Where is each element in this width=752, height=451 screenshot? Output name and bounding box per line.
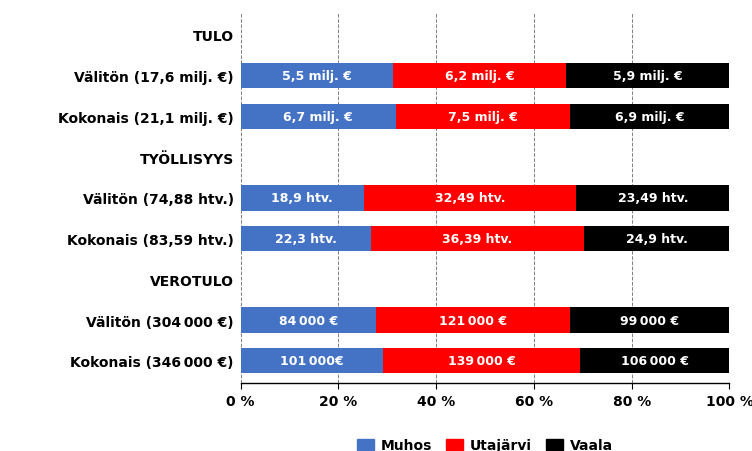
Bar — [364, 186, 576, 211]
Bar — [241, 308, 376, 333]
Bar — [241, 226, 371, 252]
Text: 23,49 htv.: 23,49 htv. — [617, 192, 688, 205]
Text: 84 000 €: 84 000 € — [278, 314, 338, 327]
Bar — [569, 105, 729, 130]
Text: 22,3 htv.: 22,3 htv. — [275, 233, 337, 245]
Legend: Muhos, Utajärvi, Vaala: Muhos, Utajärvi, Vaala — [352, 433, 618, 451]
Bar — [576, 186, 729, 211]
Text: 18,9 htv.: 18,9 htv. — [271, 192, 333, 205]
Text: 5,5 milj. €: 5,5 milj. € — [282, 70, 352, 83]
Bar — [393, 64, 566, 89]
Text: 32,49 htv.: 32,49 htv. — [435, 192, 505, 205]
Bar — [241, 64, 393, 89]
Bar — [580, 349, 729, 373]
Bar — [570, 308, 729, 333]
Text: 6,9 milj. €: 6,9 milj. € — [614, 110, 684, 124]
Text: 139 000 €: 139 000 € — [447, 354, 515, 368]
Text: 106 000 €: 106 000 € — [620, 354, 689, 368]
Bar — [396, 105, 569, 130]
Text: 6,2 milj. €: 6,2 milj. € — [444, 70, 514, 83]
Bar — [384, 349, 580, 373]
Bar — [584, 226, 729, 252]
Text: 121 000 €: 121 000 € — [439, 314, 507, 327]
Bar — [241, 186, 364, 211]
Text: 7,5 milj. €: 7,5 milj. € — [447, 110, 517, 124]
Bar — [241, 349, 384, 373]
Bar — [371, 226, 584, 252]
Text: 6,7 milj. €: 6,7 milj. € — [284, 110, 353, 124]
Bar — [241, 105, 396, 130]
Bar — [566, 64, 729, 89]
Text: 36,39 htv.: 36,39 htv. — [442, 233, 513, 245]
Text: 101 000€: 101 000€ — [280, 354, 344, 368]
Bar — [376, 308, 570, 333]
Text: 5,9 milj. €: 5,9 milj. € — [613, 70, 682, 83]
Text: 24,9 htv.: 24,9 htv. — [626, 233, 687, 245]
Text: 99 000 €: 99 000 € — [620, 314, 679, 327]
